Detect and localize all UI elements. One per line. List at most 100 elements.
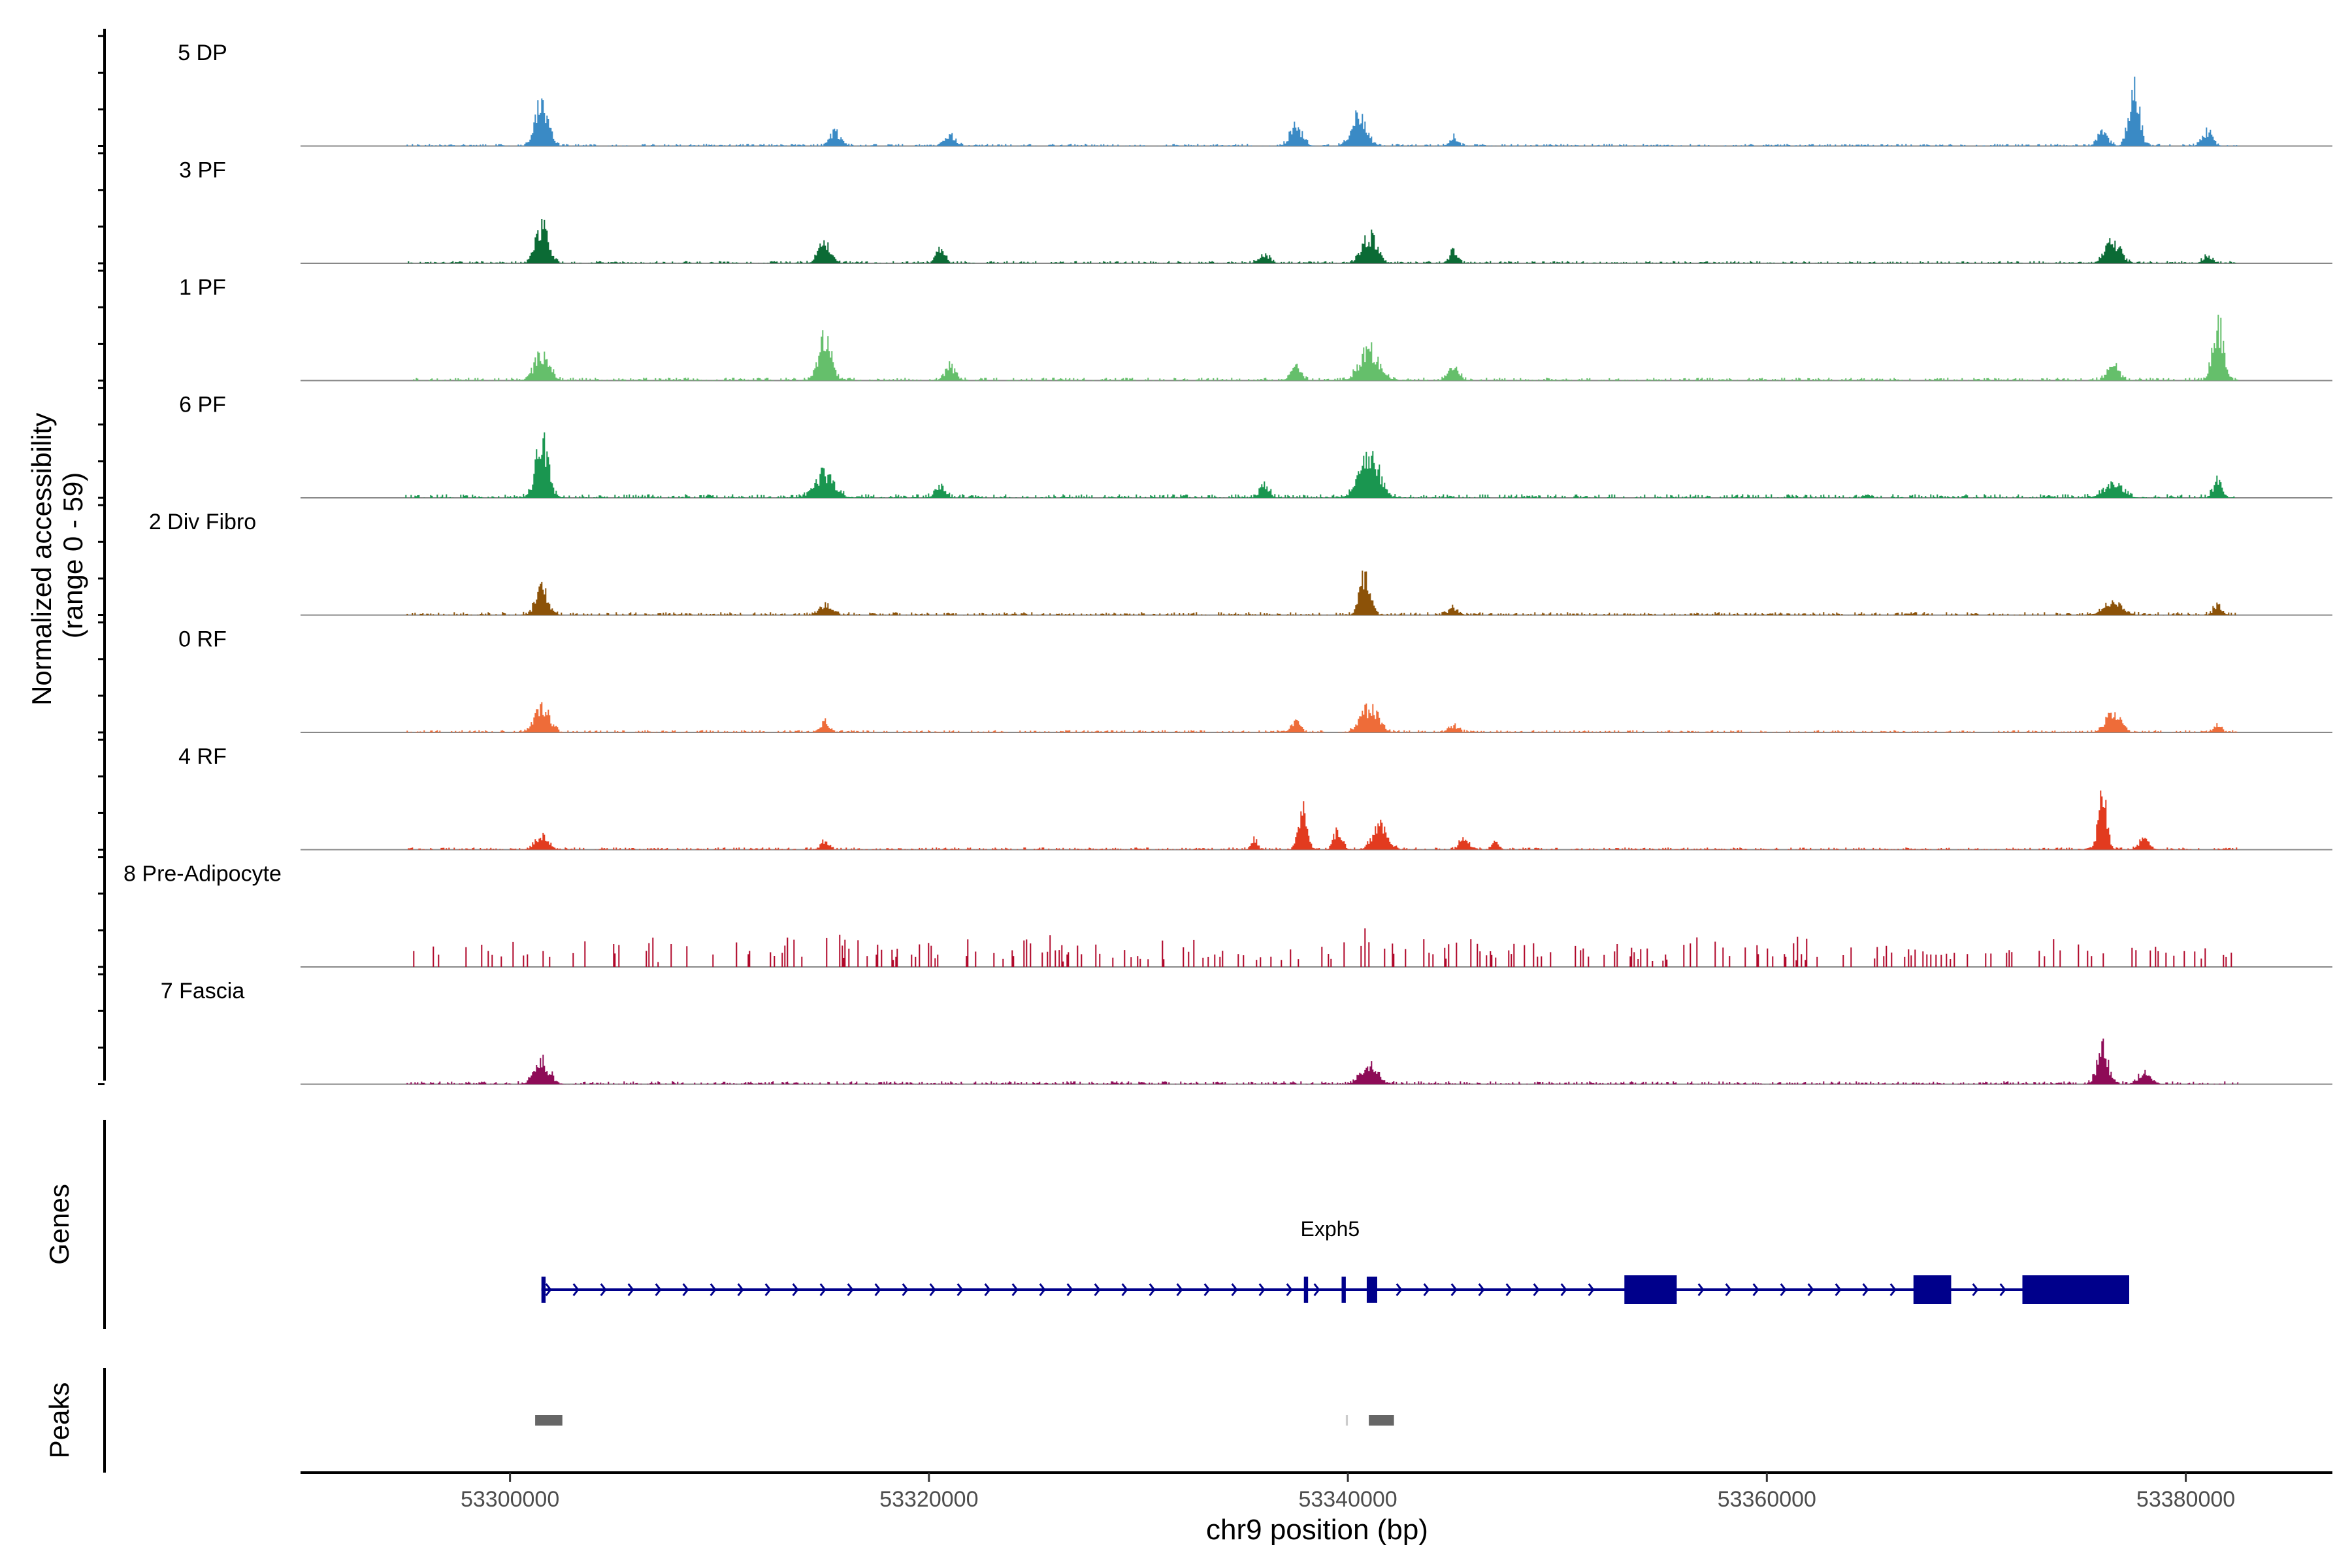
track-label: 1 PF [179,275,226,300]
strand-arrow [1560,1283,1567,1296]
strand-arrow [956,1283,964,1296]
x-axis-tick-label: 53300000 [461,1487,559,1512]
strand-arrow [1121,1283,1128,1296]
strand-arrow [984,1283,991,1296]
x-axis-label: chr9 position (bp) [1206,1514,1428,1546]
coverage-area [405,76,2239,146]
x-axis-tick-label: 53340000 [1298,1487,1397,1512]
track-label: 2 Div Fibro [149,510,256,534]
strand-arrow [1752,1283,1759,1296]
gene-exon [1366,1277,1377,1303]
strand-arrow [819,1283,826,1296]
strand-arrow [600,1283,607,1296]
strand-arrow [1533,1283,1540,1296]
strand-arrow [902,1283,909,1296]
track-label: 7 Fascia [161,979,245,1004]
strand-arrow [1039,1283,1046,1296]
gene-track: Exph5 [541,1217,2129,1304]
coverage-area [405,791,2239,850]
track-8-pre-adipocyte: 8 Pre-Adipocyte [123,862,2332,968]
gene-exon [1303,1277,1309,1303]
strand-arrow [1999,1283,2006,1296]
strand-arrow [1807,1283,1814,1296]
coverage-area [405,928,2239,967]
strand-arrow [1286,1283,1293,1296]
track-1-pf: 1 PF [179,275,2332,382]
strand-arrow [737,1283,744,1296]
y-axis-label-line2: (range 0 - 59) [57,472,88,638]
track-6-pf: 6 PF [179,393,2332,498]
strand-arrow [1149,1283,1156,1296]
strand-arrow [710,1283,717,1296]
peak-region [1345,1415,1348,1426]
peak-region [535,1415,563,1426]
strand-arrow [792,1283,799,1296]
gene-exon [541,1277,546,1303]
genes-axis-label: Genes [44,1184,74,1265]
strand-arrow [1588,1283,1595,1296]
track-label: 0 RF [178,627,227,652]
peaks-axis-label: Peaks [44,1382,74,1459]
strand-arrow [682,1283,689,1296]
strand-arrow [1725,1283,1732,1296]
strand-arrow [1203,1283,1211,1296]
coverage-area [405,314,2239,381]
strand-arrow [1313,1283,1320,1296]
coverage-area [405,219,2239,263]
track-5-dp: 5 DP [178,41,2332,147]
coverage-y-axis-ticks [98,35,105,1085]
strand-arrow [1396,1283,1403,1296]
strand-arrow [1423,1283,1430,1296]
strand-arrow [874,1283,881,1296]
strand-arrow [545,1283,552,1296]
track-label: 3 PF [179,158,226,183]
track-0-rf: 0 RF [178,627,2332,733]
gene-exon [2022,1275,2129,1304]
x-axis-tick-label: 53320000 [879,1487,978,1512]
strand-arrow [572,1283,580,1296]
strand-arrow [1450,1283,1458,1296]
strand-arrow [1094,1283,1101,1296]
track-label: 4 RF [178,744,227,769]
y-axis-label-line1: Normalized accessibility [26,413,57,706]
strand-arrow [1780,1283,1787,1296]
track-label: 6 PF [179,393,226,417]
strand-arrow [764,1283,772,1296]
x-axis-tick-label: 53380000 [2136,1487,2235,1512]
strand-arrow [847,1283,854,1296]
strand-arrow [627,1283,634,1296]
strand-arrow [929,1283,936,1296]
gene-exon [1341,1277,1346,1303]
strand-arrow [1258,1283,1266,1296]
coverage-area [405,702,2239,732]
track-4-rf: 4 RF [178,744,2332,851]
peak-track [535,1415,1394,1426]
track-label: 5 DP [178,41,227,65]
track-label: 8 Pre-Adipocyte [123,862,282,887]
strand-arrow [1972,1283,1979,1296]
strand-arrow [1231,1283,1238,1296]
strand-arrow [1066,1283,1073,1296]
strand-arrow [1478,1283,1485,1296]
gene-exon [1913,1275,1952,1304]
strand-arrow [1697,1283,1705,1296]
peak-region [1369,1415,1394,1426]
y-axis-label: Normalized accessibility (range 0 - 59) [26,405,88,706]
strand-arrow [1862,1283,1869,1296]
x-axis-tick-label: 53360000 [1718,1487,1816,1512]
track-7-fascia: 7 Fascia [161,979,2332,1085]
gene-name-label: Exph5 [1300,1217,1360,1241]
track-3-pf: 3 PF [179,158,2332,264]
strand-arrow [1176,1283,1183,1296]
strand-arrow [655,1283,662,1296]
strand-arrow [1505,1283,1512,1296]
strand-arrow [1835,1283,1842,1296]
gene-exon [1624,1275,1677,1304]
coverage-area [405,570,2239,615]
coverage-area [405,1038,2239,1085]
strand-arrow [1011,1283,1019,1296]
coverage-tracks: 5 DP 3 PF 1 PF 6 PF 2 Div Fibro 0 RF 4 RF 8 Pre… [123,41,2332,1085]
strand-arrow [1889,1283,1897,1296]
track-2-div-fibro: 2 Div Fibro [149,510,2332,616]
